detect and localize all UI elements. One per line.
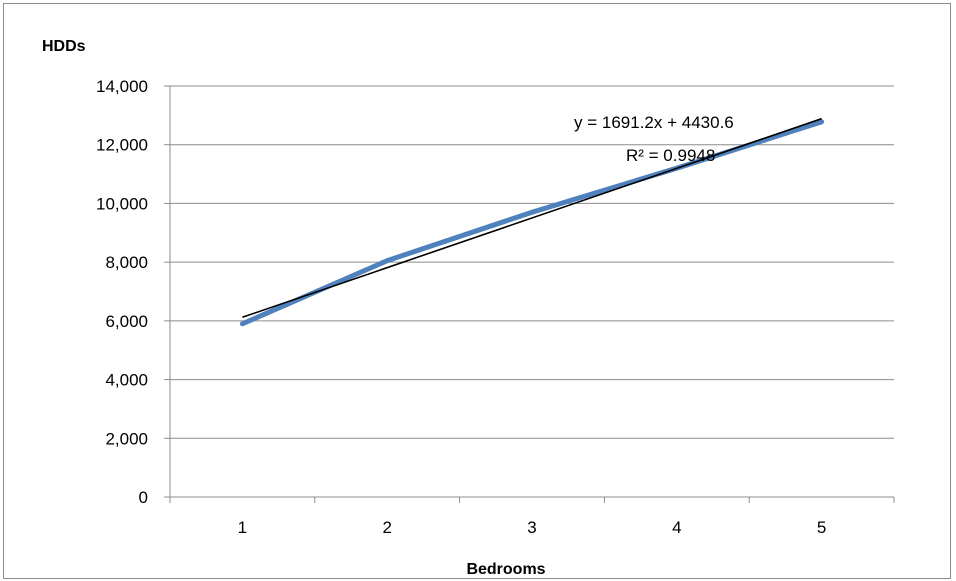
x-tick-label: 5 [817,518,826,537]
axes [164,85,895,503]
y-tick-label: 12,000 [96,136,148,155]
line-chart: 0 2,000 4,000 6,000 8,000 10,000 12,000 14,000 1… [42,38,895,578]
trendline-equation: y = 1691.2x + 4430.6 [574,113,734,132]
trendline [242,117,822,319]
y-tick-label: 0 [139,488,148,507]
chart-frame: 0 2,000 4,000 6,000 8,000 10,000 12,000 14,000 1… [3,3,951,579]
data-point [820,120,824,124]
data-point [385,259,389,263]
y-tick-label: 8,000 [105,253,148,272]
y-tick-label: 10,000 [96,194,148,213]
y-axis-title: HDDs [42,38,86,55]
x-axis-title: Bedrooms [466,561,545,578]
data-point [530,210,534,214]
y-tick-label: 2,000 [105,429,148,448]
trendline-layer [242,117,822,319]
x-tick-label: 1 [238,518,247,537]
y-tick-label: 6,000 [105,312,148,331]
x-tick-label: 2 [382,518,391,537]
trendline-r-squared: R² = 0.9948 [626,146,715,165]
series [239,119,825,327]
tick-labels: 0 2,000 4,000 6,000 8,000 10,000 12,000 14,000 1… [96,77,826,537]
x-tick-label: 4 [672,518,681,537]
series-line [239,119,825,327]
data-point [240,322,244,326]
x-tick-label: 3 [527,518,536,537]
y-tick-label: 14,000 [96,77,148,96]
y-tick-label: 4,000 [105,371,148,390]
gridlines [170,85,894,439]
